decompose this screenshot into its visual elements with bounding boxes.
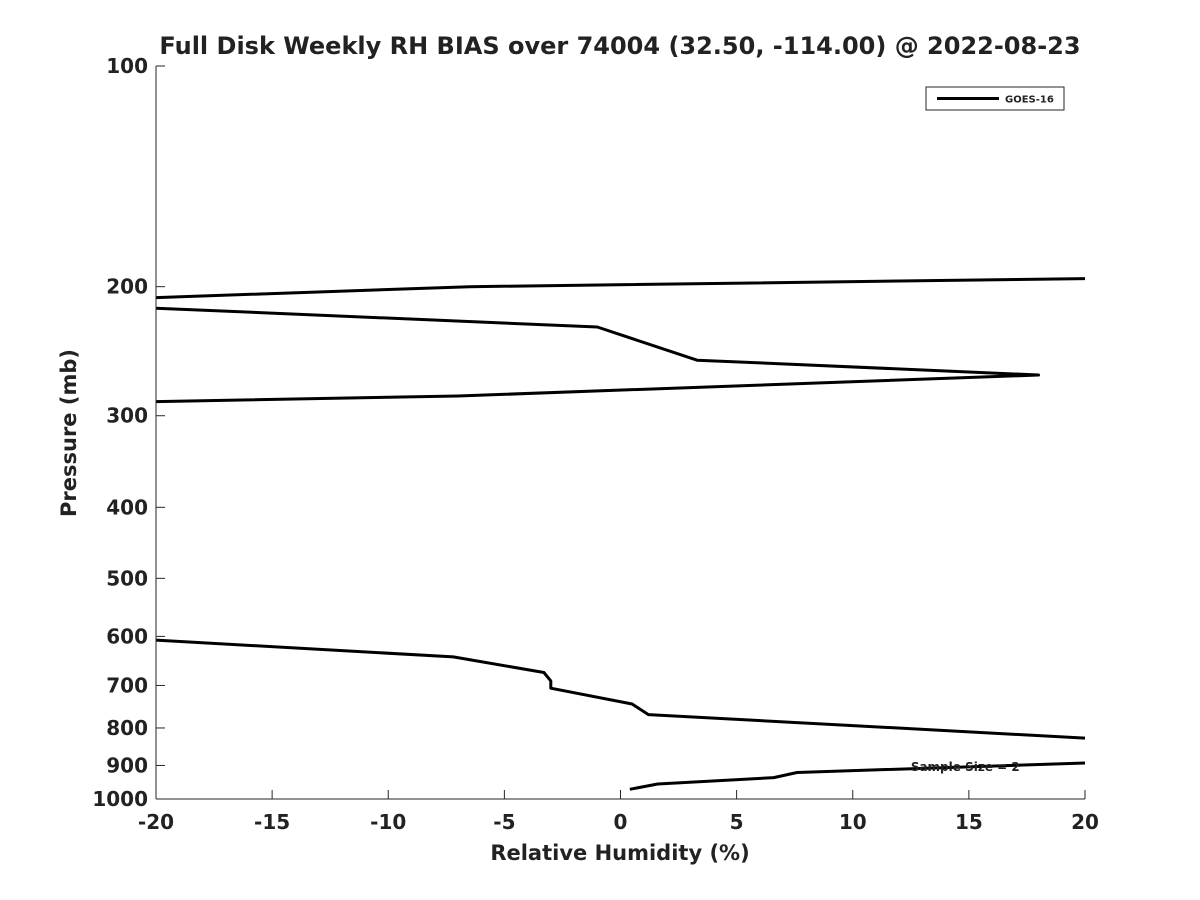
x-tick-label: -20: [138, 810, 174, 834]
series-line-goes-16-segment-2: [155, 306, 1040, 404]
y-tick-label: 800: [106, 716, 148, 740]
series-line-goes-16-segment-1: [155, 277, 1086, 300]
series-line-goes-16-segment-4: [629, 761, 1086, 791]
y-tick-label: 200: [106, 275, 148, 299]
x-tick-label: 10: [839, 810, 867, 834]
y-tick-label: 500: [106, 566, 148, 590]
y-tick-label: 400: [106, 495, 148, 519]
x-tick-label: -5: [493, 810, 515, 834]
x-tick-label: 15: [955, 810, 983, 834]
sample-size-annotation: Sample Size = 2: [911, 760, 1020, 774]
series-line-goes-16-segment-3: [155, 638, 1086, 740]
x-tick-label: -15: [254, 810, 290, 834]
annotation-layer: Sample Size = 2: [911, 760, 1020, 774]
y-tick-label: 700: [106, 673, 148, 697]
x-tick-label: 5: [730, 810, 744, 834]
series-layer: [155, 277, 1086, 791]
y-tick-label: 600: [106, 624, 148, 648]
axes-layer: -20 -15 -10 -5 0 5 10 15 20 100 200 300 400 500 600 700…: [92, 54, 1099, 834]
legend-label-goes-16: GOES-16: [1005, 95, 1054, 106]
x-tick-label: 0: [614, 810, 628, 834]
x-axis-label: Relative Humidity (%): [490, 841, 749, 865]
chart-title: Full Disk Weekly RH BIAS over 74004 (32.…: [159, 32, 1080, 60]
y-tick-label: 300: [106, 404, 148, 428]
y-tick-label: 1000: [92, 787, 148, 811]
y-tick-label: 100: [106, 54, 148, 78]
x-tick-label: -10: [370, 810, 406, 834]
x-tick-label: 20: [1071, 810, 1099, 834]
y-axis-label: Pressure (mb): [57, 349, 81, 517]
legend: GOES-16: [925, 86, 1065, 111]
y-tick-label: 900: [106, 753, 148, 777]
